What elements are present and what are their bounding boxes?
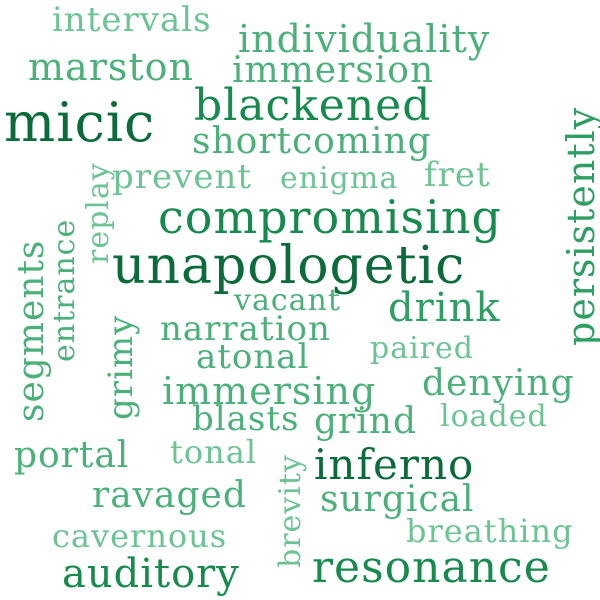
word-atonal: atonal: [196, 337, 310, 377]
word-denying: denying: [422, 363, 575, 404]
word-unapologetic: unapologetic: [112, 236, 466, 296]
word-enigma: enigma: [280, 161, 399, 196]
word-surgical: surgical: [320, 479, 475, 520]
word-compromising: compromising: [158, 190, 502, 244]
word-portal: portal: [14, 435, 130, 476]
word-replay: replay: [81, 162, 116, 264]
word-inferno: inferno: [314, 440, 475, 489]
word-entrance: entrance: [47, 218, 82, 362]
word-segments: segments: [11, 239, 52, 422]
word-tonal: tonal: [170, 433, 258, 471]
word-individuality: individuality: [238, 17, 491, 61]
word-breathing: breathing: [406, 512, 574, 550]
word-paired: paired: [370, 331, 474, 366]
word-prevent: prevent: [112, 157, 253, 197]
word-marston: marston: [28, 45, 194, 89]
word-drink: drink: [388, 285, 501, 331]
word-cavernous: cavernous: [52, 517, 228, 555]
word-resonance: resonance: [312, 542, 551, 593]
word-loaded: loaded: [440, 399, 548, 434]
word-micic: micic: [4, 91, 156, 154]
word-blasts: blasts: [192, 399, 300, 439]
word-blackened: blackened: [194, 80, 432, 131]
word-intervals: intervals: [52, 0, 212, 40]
word-fret: fret: [424, 155, 491, 195]
word-persistently: persistently: [559, 106, 600, 346]
word-immersing: immersing: [162, 369, 377, 413]
word-ravaged: ravaged: [92, 475, 247, 516]
word-brevity: brevity: [273, 454, 308, 568]
word-narration: narration: [160, 309, 331, 349]
word-immersion: immersion: [232, 50, 435, 91]
word-auditory: auditory: [62, 551, 240, 597]
word-grind: grind: [314, 401, 417, 442]
word-grimy: grimy: [101, 314, 141, 420]
word-shortcoming: shortcoming: [192, 121, 432, 162]
word-vacant: vacant: [234, 283, 341, 318]
